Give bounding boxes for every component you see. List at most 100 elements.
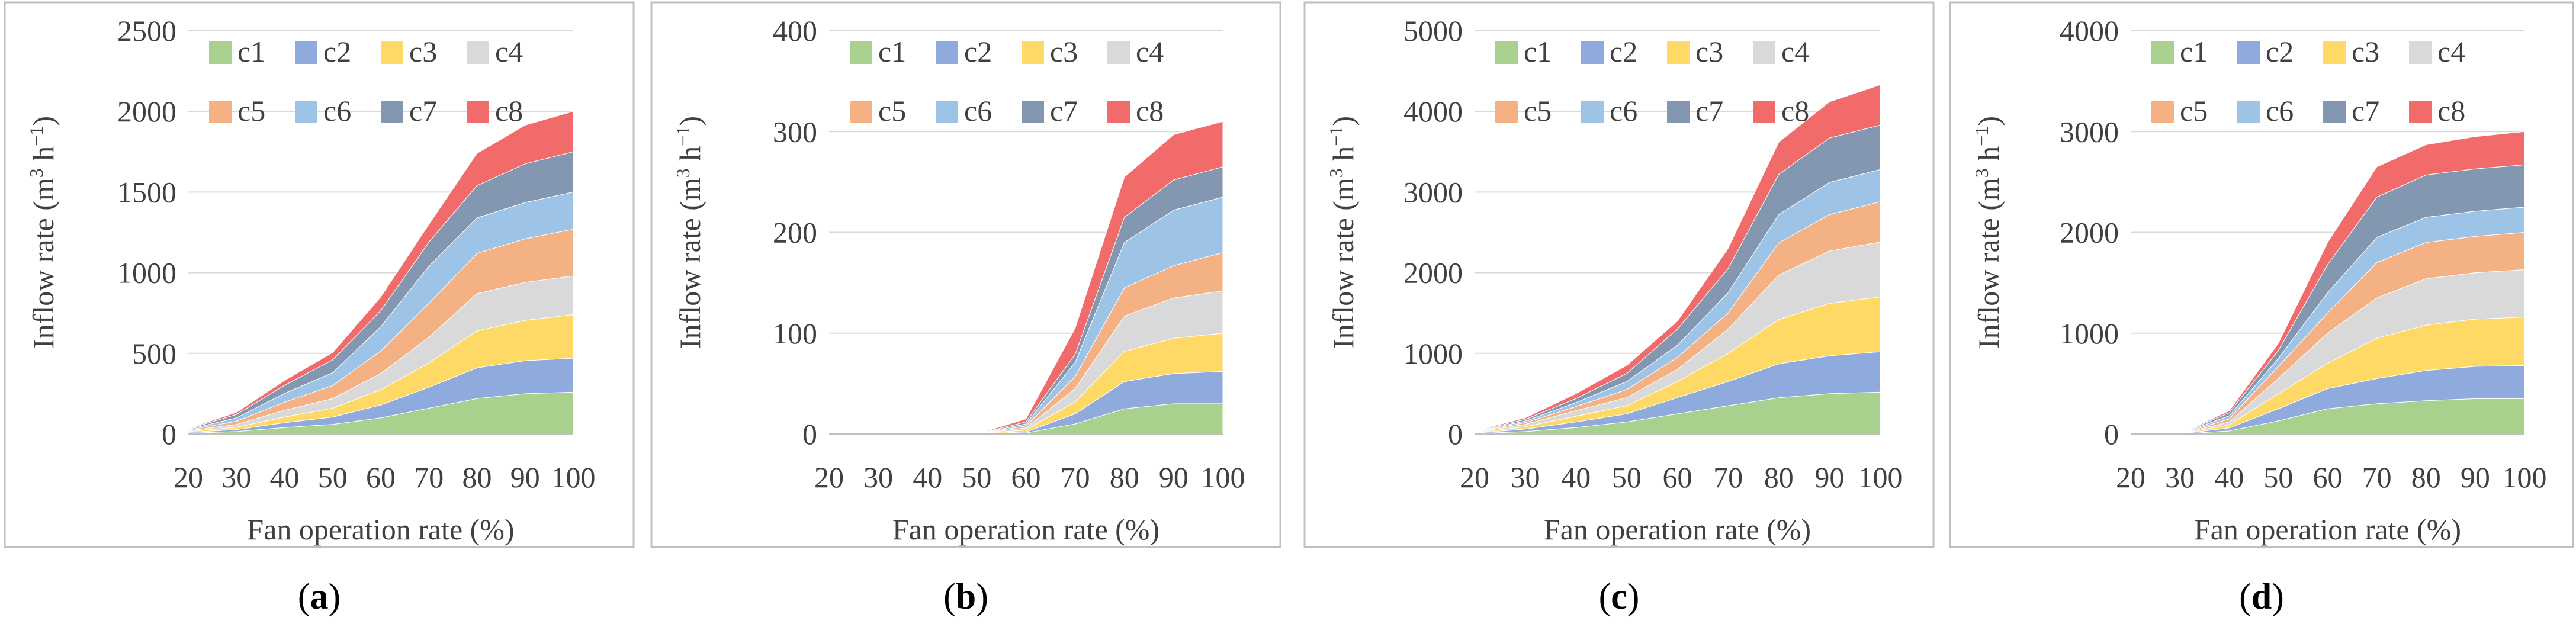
x-tick-label: 80 [1110, 461, 1139, 494]
x-tick-label: 50 [2263, 461, 2293, 494]
x-axis-title: Fan operation rate (%) [2194, 513, 2461, 546]
x-tick-label: 70 [414, 461, 444, 494]
x-tick-label: 60 [366, 461, 396, 494]
legend-label-c8: c8 [2437, 94, 2465, 127]
legend-label-c3: c3 [2352, 35, 2379, 68]
legend-label-c7: c7 [409, 94, 437, 127]
legend-swatch-c5 [1495, 101, 1518, 123]
y-tick-label: 0 [162, 417, 176, 451]
legend-label-c1: c1 [237, 35, 265, 68]
x-tick-label: 60 [1663, 461, 1692, 494]
legend-label-c2: c2 [1610, 35, 1637, 68]
legend-label-c1: c1 [878, 35, 906, 68]
legend-swatch-c4 [2409, 41, 2432, 64]
x-tick-label: 60 [2313, 461, 2343, 494]
legend-swatch-c2 [936, 41, 958, 64]
y-tick-label: 400 [773, 14, 817, 47]
legend-label-c3: c3 [409, 35, 437, 68]
panel-label: (a) [298, 577, 341, 617]
legend-label-c6: c6 [2266, 94, 2294, 127]
x-tick-label: 90 [2461, 461, 2490, 494]
legend-label-c4: c4 [2437, 35, 2465, 68]
legend-label-c6: c6 [323, 94, 351, 127]
y-tick-label: 0 [2104, 417, 2119, 451]
area-series-c8 [188, 111, 574, 429]
x-tick-label: 80 [462, 461, 492, 494]
legend-swatch-c7 [381, 101, 403, 123]
x-tick-label: 70 [1061, 461, 1090, 494]
y-tick-label: 2500 [117, 14, 176, 47]
x-tick-label: 90 [510, 461, 540, 494]
legend-label-c2: c2 [323, 35, 351, 68]
y-tick-label: 5000 [1403, 14, 1463, 47]
legend-swatch-c8 [2409, 101, 2432, 123]
panel-frame [4, 1, 635, 548]
x-tick-label: 100 [1858, 461, 1903, 494]
legend-swatch-c4 [1107, 41, 1130, 64]
legend-swatch-c3 [1667, 41, 1690, 64]
x-tick-label: 20 [2116, 461, 2145, 494]
x-tick-label: 40 [1561, 461, 1591, 494]
legend-label-c8: c8 [1781, 94, 1809, 127]
legend-swatch-c1 [2151, 41, 2174, 64]
y-tick-label: 1000 [117, 256, 176, 290]
y-tick-label: 200 [773, 216, 817, 249]
legend-label-c4: c4 [1136, 35, 1164, 68]
y-tick-label: 0 [802, 417, 817, 451]
legend-label-c5: c5 [2180, 94, 2208, 127]
legend-swatch-c5 [850, 101, 872, 123]
panel-frame [1949, 1, 2574, 548]
chart-panel-c: 0 1000 2000 3000 4000 5000 20 30 40 50 60 70 80 90 100… [1303, 1, 1935, 617]
x-tick-label: 30 [2165, 461, 2195, 494]
x-tick-label: 50 [318, 461, 348, 494]
legend-label-c8: c8 [1136, 94, 1164, 127]
panel-label: (b) [943, 577, 988, 617]
panel-letter: b [956, 577, 976, 617]
legend-swatch-c1 [850, 41, 872, 64]
legend-label-c4: c4 [495, 35, 523, 68]
legend-label-c4: c4 [1781, 35, 1809, 68]
x-tick-label: 40 [270, 461, 300, 494]
x-tick-label: 30 [863, 461, 893, 494]
legend-swatch-c2 [295, 41, 317, 64]
x-tick-label: 100 [2503, 461, 2547, 494]
legend-swatch-c8 [467, 101, 489, 123]
x-axis-title: Fan operation rate (%) [247, 513, 514, 546]
area-series-c8 [1474, 84, 1881, 432]
y-axis-title: Inflow rate (m3 h−1) [1325, 116, 1360, 349]
panel-letter: a [310, 577, 329, 617]
legend-swatch-c2 [1581, 41, 1604, 64]
legend-swatch-c8 [1107, 101, 1130, 123]
legend-swatch-c6 [295, 101, 317, 123]
x-tick-label: 40 [913, 461, 942, 494]
legend-label-c6: c6 [964, 94, 992, 127]
legend-swatch-c5 [209, 101, 232, 123]
panel-frame [650, 1, 1281, 548]
chart-panel-d: 0 1000 2000 3000 4000 20 30 40 50 60 70 80 90 100 Fan … [1949, 1, 2574, 617]
y-tick-label: 2000 [2060, 216, 2119, 249]
legend-swatch-c7 [1667, 101, 1690, 123]
x-tick-label: 90 [1814, 461, 1844, 494]
x-tick-label: 90 [1159, 461, 1189, 494]
y-tick-label: 300 [773, 115, 817, 148]
y-tick-label: 1500 [117, 175, 176, 208]
legend-label-c1: c1 [1524, 35, 1552, 68]
legend-swatch-c5 [2151, 101, 2174, 123]
x-tick-label: 60 [1011, 461, 1041, 494]
legend-swatch-c4 [1753, 41, 1775, 64]
legend-swatch-c6 [936, 101, 958, 123]
panel-label: (d) [2239, 577, 2284, 617]
y-tick-label: 100 [773, 317, 817, 350]
y-tick-label: 3000 [2060, 115, 2119, 148]
y-tick-label: 1000 [2060, 317, 2119, 350]
y-axis-title: Inflow rate (m3 h−1) [1971, 116, 2005, 349]
y-tick-label: 4000 [2060, 14, 2119, 47]
x-tick-label: 80 [1764, 461, 1794, 494]
legend-swatch-c3 [2323, 41, 2346, 64]
legend-label-c2: c2 [964, 35, 992, 68]
y-tick-label: 2000 [117, 95, 176, 128]
x-tick-label: 30 [221, 461, 251, 494]
legend-label-c5: c5 [237, 94, 265, 127]
y-tick-label: 0 [1448, 417, 1463, 451]
